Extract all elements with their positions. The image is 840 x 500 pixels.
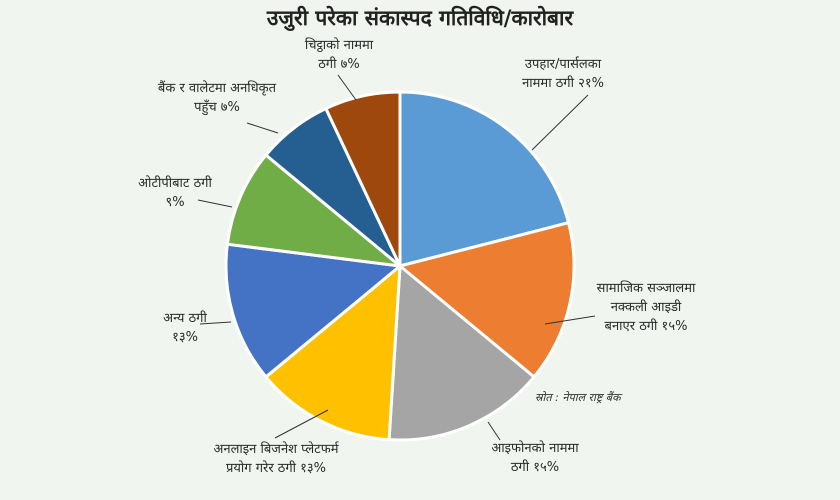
- pie-slice-6: [225, 153, 402, 268]
- leader-line-8: [337, 74, 357, 101]
- pie-slice-2: [398, 221, 576, 379]
- leader-line-4: [274, 409, 329, 439]
- slice-label-8: चिट्ठाको नाममा ठगी ७%: [305, 37, 374, 72]
- leader-line-7: [246, 122, 279, 134]
- leader-line-3: [487, 421, 501, 441]
- slice-label-7: बैंक र वालेटमा अनधिकृत पहुँच ७%: [158, 80, 277, 116]
- slice-label-2: सामाजिक सञ्जालमा नक्कली आइडी बनाएर ठगी १५%: [597, 280, 696, 334]
- slice-label-4: अनलाइन बिजनेश प्लेटफर्म प्रयोग गरेर ठगी १…: [213, 441, 339, 476]
- slice-label-3: आइफोनको नाममा ठगी १५%: [491, 440, 579, 475]
- pie-slice-4: [264, 264, 402, 442]
- pie-slice-8: [324, 90, 402, 268]
- slice-label-5: अन्य ठगी १३%: [163, 310, 207, 345]
- slice-label-1: उपहार/पार्सलका नाममा ठगी २१%: [522, 56, 604, 91]
- leader-line-2: [544, 315, 596, 325]
- slice-label-6: ओटीपीबाट ठगी ९%: [138, 175, 212, 210]
- leader-line-5: [199, 321, 232, 325]
- leader-line-1: [531, 94, 589, 151]
- chart-title: उजुरी परेका संकास्पद गतिविधि/कारोबार: [266, 5, 574, 30]
- pie-slice-3: [387, 264, 536, 442]
- source-note: स्रोत : नेपाल राष्ट्र बैंक: [535, 391, 623, 404]
- leader-line-6: [197, 199, 233, 208]
- pie-slice-1: [398, 90, 571, 268]
- pie-slice-5: [224, 242, 402, 379]
